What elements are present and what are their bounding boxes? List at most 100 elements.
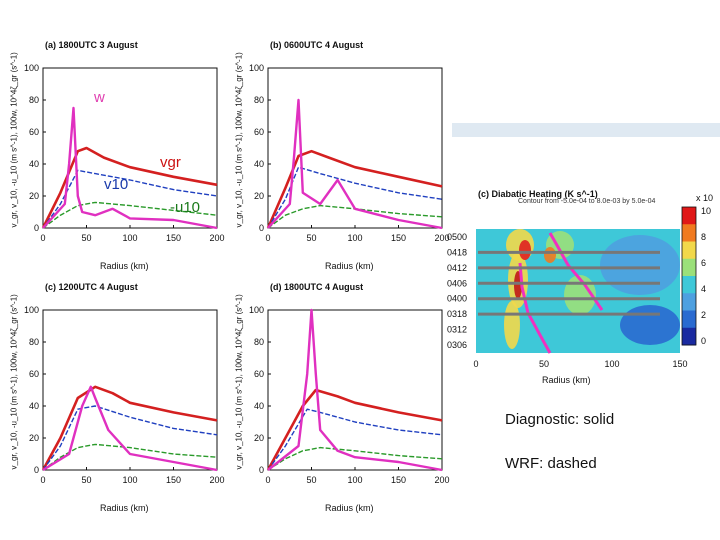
note-wrf: WRF: dashed [505,455,597,472]
x-tick-label: 150 [166,233,181,243]
diabatic-x-label: Radius (km) [542,375,591,385]
y-tick-label: 100 [24,305,39,315]
diabatic-x-tick-label: 100 [604,359,619,369]
time-tick-label: 0400 [447,294,467,304]
time-tick-label: 0318 [447,309,467,319]
colorbar-tick-label: 10 [701,206,711,216]
x-tick-label: 150 [391,475,406,485]
x-tick-label: 50 [81,233,91,243]
y-tick-label: 20 [254,433,264,443]
x-tick-label: 100 [347,233,362,243]
x-tick-label: 150 [391,233,406,243]
colorbar-segment [682,327,696,346]
colorbar-segment [682,310,696,329]
series-vgr-line [266,149,443,229]
x-tick-label: 100 [122,475,137,485]
colorbar-segment [682,207,696,225]
note-diagnostic: Diagnostic: solid [505,411,615,428]
diabatic-x-tick-label: 150 [672,359,687,369]
y-tick-label: 0 [259,223,264,233]
series-vgr-line [41,146,218,229]
heating-contour-blob [600,235,680,295]
colorbar-frame [681,206,697,346]
series-w-line [42,106,218,230]
series-w-line [42,385,218,472]
y-tick-label: 80 [29,95,39,105]
y-tick-label: 0 [259,465,264,475]
series-negu10-line [42,201,218,229]
colorbar-tick-label: 8 [701,232,706,242]
panel-c: 0 20 40 60 80 100 0 50 100 150 200 (c) 1200UTC 4 A… [5,282,225,532]
y-axis-label: v_gr, v_10, -u_10 (m s^-1), 100w, 10^4ζ_… [9,294,19,470]
diabatic-heating-panel: 0500 0418 0412 0406 0400 0318 0312 0306 0 50 100 15… [440,185,720,405]
diabatic-subtitle: Contour from -5.0e-04 to 8.0e-03 by 5.0e… [518,198,656,205]
x-tick-label: 100 [347,475,362,485]
heating-contour-blob [564,275,596,315]
x-axis-label: Radius (km) [100,261,149,271]
heating-contour-blob [544,247,556,263]
diabatic-x-tick-label: 50 [539,359,549,369]
colorbar-segment [682,276,696,294]
x-tick-label: 50 [306,475,316,485]
series-negu10-line [267,204,443,229]
y-tick-label: 60 [254,127,264,137]
heating-contour-blob [620,305,680,345]
x-tick-label: 50 [306,233,316,243]
series-v10-line [42,405,218,471]
header-band [452,123,720,137]
x-tick-label: 50 [81,475,91,485]
time-tick-label: 0412 [447,263,467,273]
y-axis-label: v_gr, v_10, -u_10 (m s^-1), 100w, 10^4ζ_… [234,294,244,470]
y-tick-label: 40 [29,159,39,169]
label-w: w [94,89,105,106]
diabatic-title: (c) Diabatic Heating (K s^-1) [478,189,598,199]
x-tick-label: 0 [265,475,270,485]
diabatic-x-tick-label: 0 [473,359,478,369]
colorbar-segment [682,224,696,242]
y-tick-label: 20 [29,433,39,443]
x-tick-label: 0 [265,233,270,243]
y-tick-label: 60 [29,127,39,137]
x-tick-label: 200 [209,233,224,243]
y-tick-label: 40 [254,401,264,411]
series-vgr-line [41,385,218,471]
y-tick-label: 60 [29,369,39,379]
label-u10: -u10 [170,199,201,216]
x-tick-label: 200 [434,475,449,485]
panel-title: (a) 1800UTC 3 August [45,40,138,50]
colorbar-segment [682,241,696,260]
colorbar-tick-label: 0 [701,336,706,346]
colorbar-segment [682,258,696,277]
panel-a: 0 20 40 60 80 100 0 50 100 150 200 (a) 1800UTC 3 A… [5,40,225,290]
panel-title: (c) 1200UTC 4 August [45,282,138,292]
label-v10: v10 [104,176,129,193]
rmw-track-line [548,232,604,311]
colorbar-exponent: x 10 [696,193,714,203]
panel-c-plot: 0 20 40 60 80 100 0 50 100 150 200 [24,305,225,485]
series-w-line [267,98,443,230]
x-tick-label: 0 [40,233,45,243]
y-axis-label: v_gr, v_10, -u_10 (m s^-1), 100w, 10^4ζ_… [9,52,19,228]
heating-contour-blob [504,301,520,349]
series-negu10-line [42,443,218,471]
y-tick-label: 20 [254,191,264,201]
y-tick-label: 0 [34,223,39,233]
series-v10-line [267,166,443,229]
plot-frame [42,309,218,471]
y-tick-label: 20 [29,191,39,201]
panel-d-plot: 0 20 40 60 80 100 0 50 100 150 200 [249,305,450,485]
series-negu10-line [267,446,443,471]
y-axis-label: v_gr, v_10, -u_10 (m s^-1), 100w, 10^4ζ_… [234,52,244,228]
series-vgr-line [266,388,443,471]
x-axis-label: Radius (km) [100,503,149,513]
colorbar-tick-label: 6 [701,258,706,268]
x-tick-label: 200 [209,475,224,485]
series-w-line [267,308,443,472]
x-tick-label: 100 [122,233,137,243]
time-tick-label: 0500 [447,232,467,242]
panel-b-plot: 0 20 40 60 80 100 0 50 100 150 200 [249,63,450,243]
x-tick-label: 150 [166,475,181,485]
panel-d: 0 20 40 60 80 100 0 50 100 150 200 (d) 1800UTC 4 A… [230,282,450,532]
y-tick-label: 80 [254,95,264,105]
